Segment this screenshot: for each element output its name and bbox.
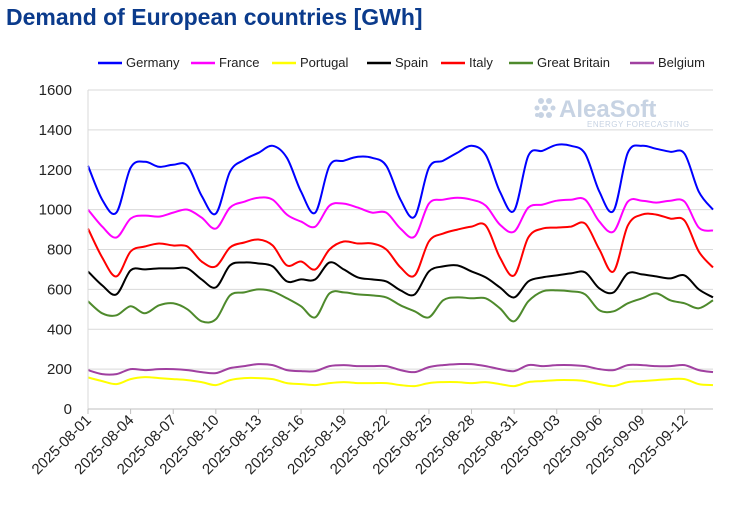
legend: Germany France Portugal Spain Italy Great Bri… xyxy=(98,55,705,70)
legend-label-italy: Italy xyxy=(469,55,493,70)
axes xyxy=(87,90,713,410)
y-tick-label: 1600 xyxy=(39,82,72,99)
legend-label-spain: Spain xyxy=(395,55,428,70)
legend-item-spain: Spain xyxy=(367,55,428,70)
legend-item-italy: Italy xyxy=(441,55,493,70)
logo-dot-7 xyxy=(535,113,539,117)
legend-item-great-britain: Great Britain xyxy=(509,55,610,70)
y-tick-label: 1200 xyxy=(39,162,72,179)
series-line-spain xyxy=(87,261,714,299)
watermark-tagline: ENERGY FORECASTING xyxy=(587,120,690,129)
y-tick-label: 1400 xyxy=(39,122,72,139)
logo-dot-1 xyxy=(546,98,552,104)
y-tick-label: 200 xyxy=(47,361,72,378)
watermark-brand: AleaSoft xyxy=(559,96,656,123)
series-line-germany xyxy=(87,143,714,219)
y-tick-label: 600 xyxy=(47,281,72,298)
legend-label-germany: Germany xyxy=(126,55,180,70)
legend-item-germany: Germany xyxy=(98,55,180,70)
logo-dot-5 xyxy=(538,112,544,118)
y-tick-label: 400 xyxy=(47,321,72,338)
legend-item-portugal: Portugal xyxy=(272,55,349,70)
legend-label-great-britain: Great Britain xyxy=(537,55,610,70)
y-tick-label: 0 xyxy=(64,401,72,418)
y-axis-ticks: 0 200 400 600 800 1000 1200 1400 1600 xyxy=(39,82,72,418)
series-line-portugal xyxy=(87,376,714,388)
grid-lines xyxy=(88,89,713,410)
legend-label-portugal: Portugal xyxy=(300,55,349,70)
legend-item-belgium: Belgium xyxy=(630,55,705,70)
series-line-italy xyxy=(87,212,714,278)
logo-dot-2 xyxy=(542,105,548,111)
legend-label-france: France xyxy=(219,55,259,70)
logo-dot-6 xyxy=(546,112,552,118)
legend-item-france: France xyxy=(191,55,259,70)
series-line-great-britain xyxy=(87,288,714,324)
logo-dot-0 xyxy=(538,98,544,104)
x-axis-ticks: 2025-08-012025-08-042025-08-072025-08-10… xyxy=(29,409,691,478)
series-line-france xyxy=(87,196,714,239)
logo-dot-4 xyxy=(550,105,556,111)
logo-dot-3 xyxy=(534,105,540,111)
series-lines xyxy=(87,143,714,388)
y-tick-label: 800 xyxy=(47,242,72,259)
y-tick-label: 1000 xyxy=(39,202,72,219)
legend-label-belgium: Belgium xyxy=(658,55,705,70)
series-line-belgium xyxy=(87,362,714,376)
chart-title: Demand of European countries [GWh] xyxy=(6,4,423,30)
